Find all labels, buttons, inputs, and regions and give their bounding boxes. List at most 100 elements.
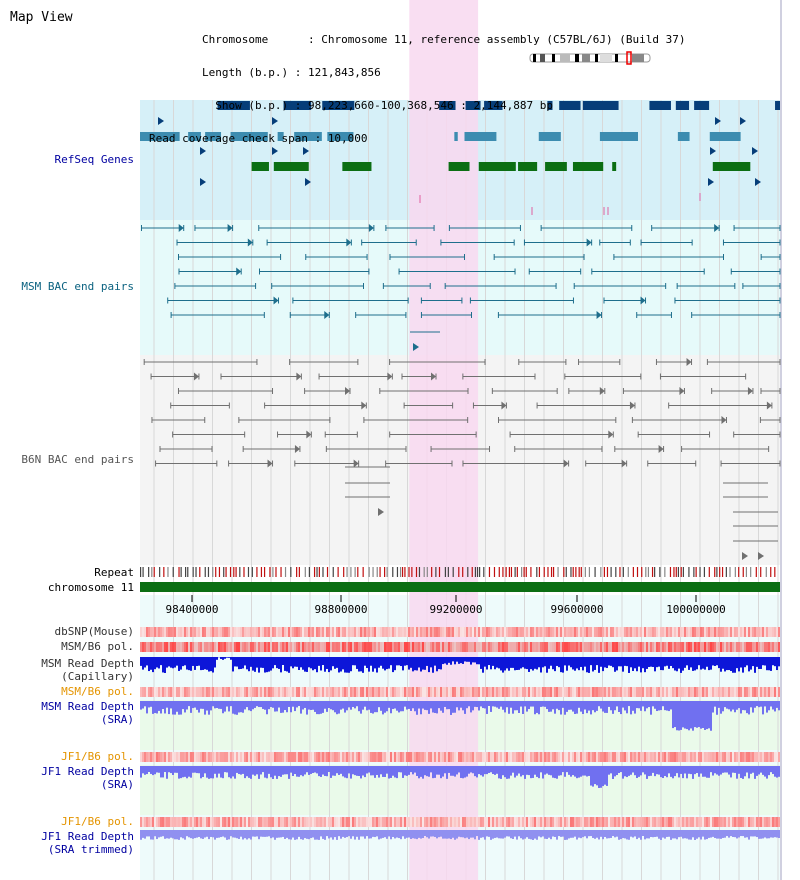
read-depth-bar	[452, 701, 454, 713]
read-depth-bar	[616, 766, 618, 776]
read-depth-bar	[644, 657, 646, 673]
read-depth-bar	[394, 766, 396, 778]
read-depth-bar	[460, 657, 462, 664]
polymorphism-cell	[424, 752, 426, 762]
read-depth-bar	[508, 766, 510, 779]
polymorphism-cell	[430, 627, 432, 637]
show-row: Show (b.p.) : 98,223,660-100,368,546 : 2…	[149, 100, 685, 111]
polymorphism-cell	[688, 687, 690, 697]
polymorphism-cell	[156, 752, 158, 762]
polymorphism-cell	[682, 627, 684, 637]
read-depth-bar	[448, 701, 450, 710]
polymorphism-cell	[428, 642, 430, 652]
ideogram-band	[615, 54, 618, 62]
polymorphism-cell	[532, 642, 534, 652]
read-depth-bar	[240, 701, 242, 713]
repeat-mark	[418, 567, 421, 577]
polymorphism-cell	[306, 752, 308, 762]
polymorphism-cell	[514, 752, 516, 762]
read-depth-bar	[756, 766, 758, 776]
polymorphism-cell	[398, 687, 400, 697]
read-depth-bar	[650, 657, 652, 667]
read-depth-bar	[206, 701, 208, 711]
polymorphism-cell	[314, 752, 316, 762]
polymorphism-cell	[408, 752, 410, 762]
polymorphism-cell	[276, 627, 278, 637]
read-depth-bar	[464, 766, 466, 778]
polymorphism-cell	[284, 687, 286, 697]
polymorphism-cell	[560, 642, 562, 652]
track-label-msm-bac[interactable]: MSM BAC end pairs	[21, 280, 134, 293]
read-depth-bar	[582, 701, 584, 715]
read-depth-bar	[304, 657, 306, 672]
polymorphism-cell	[156, 642, 158, 652]
read-depth-bar	[566, 830, 568, 840]
read-depth-bar	[426, 766, 428, 777]
polymorphism-cell	[746, 642, 748, 652]
polymorphism-cell	[536, 817, 538, 827]
bac-arrow	[640, 296, 646, 305]
repeat-mark	[140, 567, 142, 577]
read-depth-bar	[694, 766, 696, 775]
track-label-b6n-bac[interactable]: B6N BAC end pairs	[21, 453, 134, 466]
read-depth-bar	[624, 830, 626, 839]
polymorphism-cell	[414, 627, 416, 637]
read-depth-bar	[430, 830, 432, 837]
polymorphism-cell	[632, 752, 634, 762]
polymorphism-cell	[578, 687, 580, 697]
read-depth-bar	[218, 701, 220, 709]
polymorphism-cell	[478, 627, 480, 637]
polymorphism-cell	[556, 627, 558, 637]
read-depth-bar	[278, 766, 280, 777]
polymorphism-cell	[674, 627, 676, 637]
read-depth-bar	[324, 830, 326, 840]
read-depth-bar	[418, 701, 420, 709]
polymorphism-cell	[462, 687, 464, 697]
polymorphism-cell	[324, 687, 326, 697]
read-depth-bar	[472, 701, 474, 711]
repeat-mark	[163, 567, 165, 577]
read-depth-bar	[638, 766, 640, 777]
track-label-jf1-depth-sra: JF1 Read Depth	[41, 765, 134, 778]
read-depth-bar	[432, 701, 434, 713]
read-depth-bar	[250, 701, 252, 712]
polymorphism-cell	[228, 627, 230, 637]
polymorphism-cell	[212, 627, 214, 637]
polymorphism-cell	[638, 687, 640, 697]
track-label-refseq[interactable]: RefSeq Genes	[54, 153, 134, 166]
read-depth-bar	[380, 657, 382, 666]
polymorphism-cell	[702, 817, 704, 827]
polymorphism-cell	[650, 817, 652, 827]
read-depth-bar	[352, 830, 354, 837]
polymorphism-cell	[186, 627, 188, 637]
polymorphism-cell	[234, 752, 236, 762]
read-depth-bar	[580, 657, 582, 667]
polymorphism-cell	[300, 817, 302, 827]
polymorphism-cell	[516, 752, 518, 762]
polymorphism-cell	[388, 752, 390, 762]
polymorphism-cell	[438, 642, 440, 652]
read-depth-bar	[700, 657, 702, 670]
read-depth-bar	[698, 657, 700, 666]
read-depth-bar	[194, 701, 196, 708]
read-depth-bar	[270, 657, 272, 671]
read-depth-bar	[452, 830, 454, 838]
read-depth-bar	[322, 830, 324, 839]
polymorphism-cell	[624, 627, 626, 637]
polymorphism-cell	[602, 817, 604, 827]
polymorphism-cell	[376, 642, 378, 652]
read-depth-bar	[340, 701, 342, 710]
read-depth-bar	[462, 766, 464, 779]
polymorphism-cell	[690, 642, 692, 652]
read-depth-bar	[668, 701, 670, 712]
polymorphism-cell	[384, 642, 386, 652]
polymorphism-cell	[382, 752, 384, 762]
polymorphism-cell	[524, 687, 526, 697]
polymorphism-cell	[466, 642, 468, 652]
polymorphism-cell	[404, 752, 406, 762]
polymorphism-cell	[590, 752, 592, 762]
polymorphism-cell	[380, 752, 382, 762]
polymorphism-cell	[492, 817, 494, 827]
read-depth-bar	[706, 766, 708, 778]
